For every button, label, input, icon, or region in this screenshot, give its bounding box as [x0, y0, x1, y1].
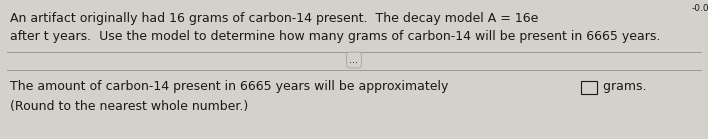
Text: An artifact originally had 16 grams of carbon-14 present.  The decay model A = 1: An artifact originally had 16 grams of c… [10, 12, 538, 25]
Text: grams.: grams. [599, 80, 646, 93]
Text: (Round to the nearest whole number.): (Round to the nearest whole number.) [10, 100, 249, 113]
Text: The amount of carbon-14 present in 6665 years will be approximately: The amount of carbon-14 present in 6665 … [10, 80, 452, 93]
Text: ...: ... [350, 55, 358, 65]
Text: after t years.  Use the model to determine how many grams of carbon-14 will be p: after t years. Use the model to determin… [10, 30, 661, 43]
Text: -0.000121t: -0.000121t [692, 4, 708, 13]
